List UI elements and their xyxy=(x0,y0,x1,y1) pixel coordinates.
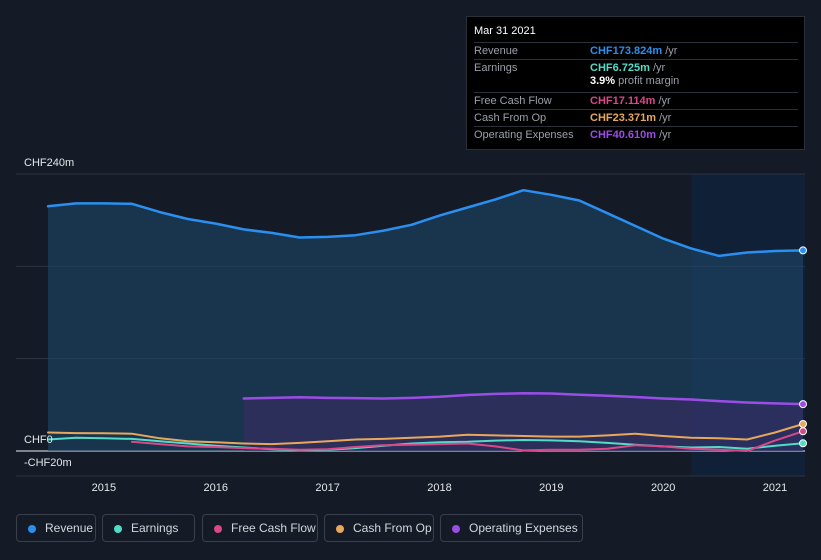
free-cash-flow-line xyxy=(130,430,804,452)
legend-item-free-cash-flow[interactable]: Free Cash Flow xyxy=(202,514,318,542)
tooltip-value: CHF23.371m /yr xyxy=(590,112,672,124)
legend-dot-icon xyxy=(114,525,122,533)
y-axis-max-label: CHF240m xyxy=(24,157,74,169)
legend-dot-icon xyxy=(28,525,36,533)
tooltip-label: Operating Expenses xyxy=(474,129,574,141)
legend-dot-icon xyxy=(214,525,222,533)
tooltip-row-earnings: Earnings CHF6.725m /yr xyxy=(474,59,798,76)
legend-item-earnings[interactable]: Earnings xyxy=(102,514,195,542)
legend-item-revenue[interactable]: Revenue xyxy=(16,514,96,542)
revenue-area xyxy=(48,190,803,451)
tooltip-row-operating-expenses: Operating Expenses CHF40.610m /yr xyxy=(474,126,798,143)
free-cash-flow-end-point xyxy=(799,427,807,436)
legend-label: Cash From Op xyxy=(353,521,432,535)
legend-item-cash-from-op[interactable]: Cash From Op xyxy=(324,514,434,542)
legend-dot-icon xyxy=(336,525,344,533)
x-tick-label: 2021 xyxy=(763,482,787,494)
tooltip-profit-margin: 3.9% profit margin xyxy=(590,75,680,87)
tooltip-value: CHF173.824m /yr xyxy=(590,45,678,57)
tooltip-value: CHF6.725m /yr xyxy=(590,62,666,74)
tooltip-label: Cash From Op xyxy=(474,112,547,124)
tooltip-row-cash-from-op: Cash From Op CHF23.371m /yr xyxy=(474,109,798,126)
tooltip-row-revenue: Revenue CHF173.824m /yr xyxy=(474,42,798,59)
x-tick-label: 2018 xyxy=(427,482,451,494)
operating-expenses-end-point xyxy=(799,400,807,409)
legend-dot-icon xyxy=(452,525,460,533)
revenue-end-point xyxy=(799,246,807,255)
cash-from-op-line xyxy=(47,423,804,446)
tooltip-date: Mar 31 2021 xyxy=(474,25,536,37)
cash-from-op-end-point xyxy=(799,419,807,428)
revenue-line xyxy=(46,188,805,258)
legend-label: Free Cash Flow xyxy=(231,521,316,535)
legend-label: Revenue xyxy=(45,521,94,535)
earnings-end-point xyxy=(799,439,807,448)
x-tick-label: 2015 xyxy=(92,482,116,494)
operating-expenses-line xyxy=(242,392,805,406)
legend-label: Earnings xyxy=(131,521,179,535)
tooltip-label: Free Cash Flow xyxy=(474,95,552,107)
y-axis-min-label: -CHF20m xyxy=(24,457,72,469)
chart-area: CHF240m CHF0 -CHF20m 2015 2016 2017 2018 2019 20… xyxy=(16,157,807,494)
x-tick-label: 2019 xyxy=(539,482,563,494)
x-tick-label: 2017 xyxy=(315,482,339,494)
legend-label: Operating Expenses xyxy=(469,521,578,535)
tooltip-value: CHF40.610m /yr xyxy=(590,129,672,141)
tooltip-value: CHF17.114m /yr xyxy=(590,95,671,107)
x-tick-label: 2020 xyxy=(651,482,675,494)
x-tick-label: 2016 xyxy=(204,482,228,494)
tooltip-panel: Mar 31 2021 Revenue CHF173.824m /yr Earn… xyxy=(466,16,805,150)
legend-item-operating-expenses[interactable]: Operating Expenses xyxy=(440,514,583,542)
y-axis-zero-label: CHF0 xyxy=(24,434,53,446)
tooltip-row-free-cash-flow: Free Cash Flow CHF17.114m /yr xyxy=(474,92,798,109)
tooltip-label: Earnings xyxy=(474,62,518,74)
tooltip-label: Revenue xyxy=(474,45,519,57)
